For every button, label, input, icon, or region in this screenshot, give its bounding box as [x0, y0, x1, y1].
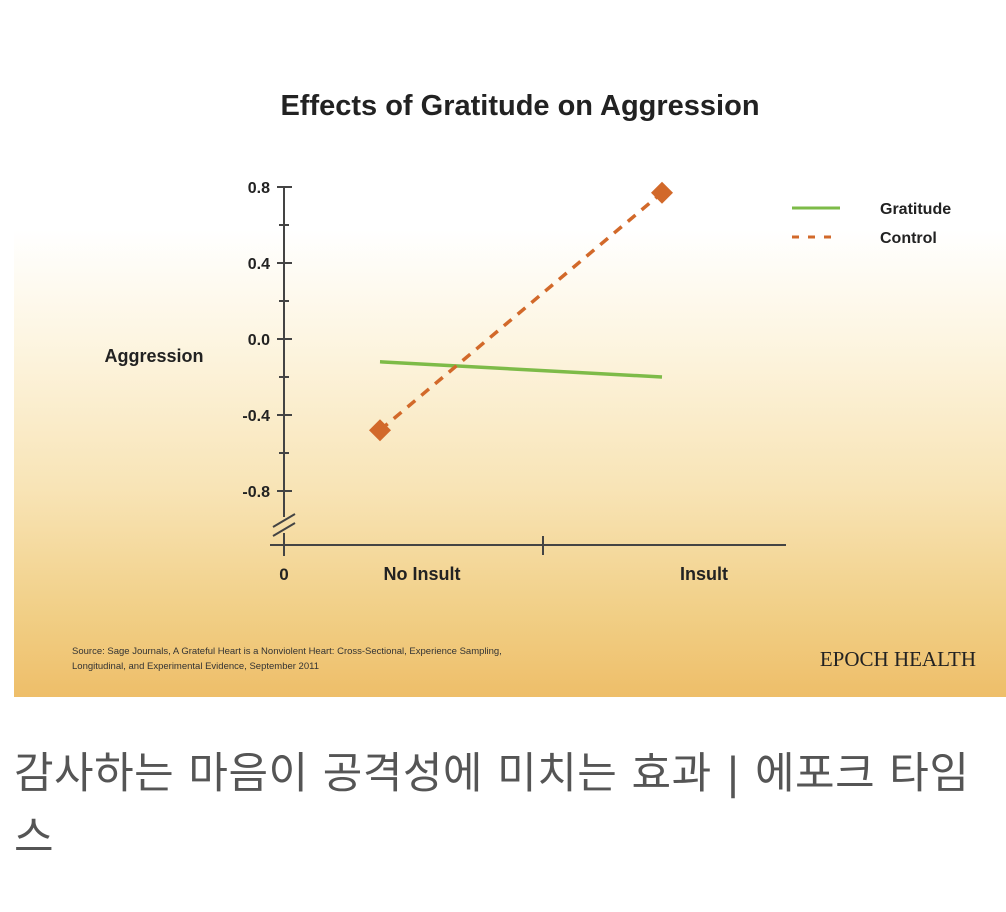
axis-break-mark: [272, 513, 296, 528]
x-origin-label: 0: [279, 565, 288, 584]
legend-label-control: Control: [880, 230, 937, 247]
series-layer: [369, 181, 673, 442]
image-caption: 감사하는 마음이 공격성에 미치는 효과 | 에포크 타임스: [14, 749, 970, 863]
axis-break-mark: [272, 522, 296, 537]
legend: Gratitude Control: [792, 201, 951, 247]
source-note-line-2: Longitudinal, and Experimental Evidence,…: [72, 661, 319, 672]
axes: 0.8 0.4 0.0 -0.4 -0.8 0 No Insult Insult: [242, 180, 786, 584]
series-line-control: [378, 191, 664, 432]
chart-title: Effects of Gratitude on Aggression: [280, 90, 759, 122]
chart-svg: Effects of Gratitude on Aggression Aggre…: [72, 90, 976, 672]
legend-label-gratitude: Gratitude: [880, 201, 951, 218]
data-point-control: [369, 419, 391, 442]
y-tick-label: -0.8: [242, 484, 270, 501]
series-line-gratitude: [379, 360, 663, 379]
y-axis-label: Aggression: [104, 346, 203, 366]
data-point-control: [651, 181, 673, 204]
y-tick-label: 0.0: [248, 332, 270, 349]
y-tick-label: 0.8: [248, 180, 270, 197]
source-note-line-1: Source: Sage Journals, A Grateful Heart …: [72, 646, 502, 657]
y-tick-label: -0.4: [242, 408, 270, 425]
x-tick-label: Insult: [680, 564, 728, 584]
y-tick-label: 0.4: [248, 256, 270, 273]
x-tick-label: No Insult: [384, 564, 461, 584]
brand-logo: EPOCH HEALTH: [820, 647, 976, 671]
chart-figure: Effects of Gratitude on Aggression Aggre…: [14, 0, 1006, 697]
